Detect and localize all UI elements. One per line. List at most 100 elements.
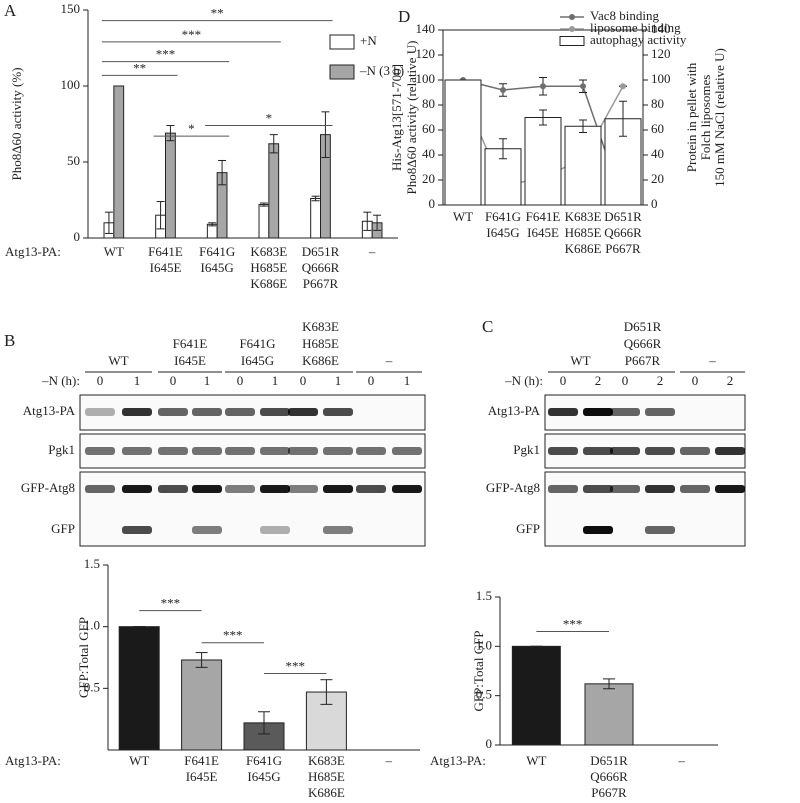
lane-group-label: I645E [174, 353, 206, 368]
x-tick-label: K686E [250, 276, 287, 291]
x-tick-label: K683E [308, 753, 345, 768]
lane-group-label: – [708, 353, 716, 368]
blot-row-label: Atg13-PA [23, 403, 76, 418]
y-tick-label: 80 [422, 96, 435, 111]
band [392, 447, 422, 455]
lane-group-label: H685E [302, 336, 339, 351]
band [158, 485, 188, 493]
lane-group-label: K686E [302, 353, 339, 368]
y2-tick-label: 80 [651, 96, 664, 111]
time-value: 1 [204, 373, 211, 388]
time-value: 0 [97, 373, 104, 388]
panel-label: D [398, 7, 410, 26]
x-tick-label: H685E [308, 769, 345, 784]
y-tick-label: 100 [61, 77, 81, 92]
band [645, 447, 675, 455]
time-value: 1 [335, 373, 342, 388]
band [323, 485, 353, 493]
y2-tick-label: 40 [651, 146, 664, 161]
significance-label: *** [285, 659, 305, 674]
x-tick-label: I645E [150, 260, 182, 275]
time-value: 1 [404, 373, 411, 388]
band [548, 408, 578, 416]
blot-row-label: Pgk1 [513, 442, 540, 457]
x-tick-label: – [368, 244, 376, 259]
y2-tick-label: 20 [651, 171, 664, 186]
x-axis-label: Atg13-PA: [5, 753, 61, 768]
significance-label: * [188, 121, 195, 136]
lane-group-label: F641G [239, 336, 275, 351]
bar [584, 683, 634, 746]
time-value: 2 [595, 373, 602, 388]
lane-group-label: WT [570, 353, 590, 368]
x-tick-label: K683E [565, 209, 602, 224]
y-tick-label: 60 [422, 121, 435, 136]
y-axis-label: Pho8Δ60 activity (%) [9, 67, 24, 180]
bar [113, 85, 125, 239]
legend-label: liposome binding [590, 20, 681, 35]
bar [268, 143, 280, 239]
x-tick-label: F641G [199, 244, 235, 259]
y-tick-label: 100 [416, 71, 436, 86]
x-tick-label: – [385, 753, 393, 768]
legend-swatch [329, 64, 355, 80]
band [715, 447, 745, 455]
band [583, 447, 613, 455]
band [122, 408, 152, 416]
y2-tick-label: 0 [651, 196, 658, 211]
y2-tick-label: 120 [651, 46, 671, 61]
band [260, 447, 290, 455]
panel-label: B [4, 331, 15, 350]
legend-label: autophagy activity [590, 32, 687, 47]
band [645, 526, 675, 534]
x-tick-label: D651R [302, 244, 340, 259]
bar [511, 645, 561, 746]
y-tick-label: 0.5 [476, 687, 492, 702]
x-tick-label: K686E [308, 785, 345, 800]
legend-label: Vac8 binding [590, 8, 659, 23]
band [548, 485, 578, 493]
x-tick-label: WT [453, 209, 473, 224]
band [645, 408, 675, 416]
band [192, 408, 222, 416]
band [85, 408, 115, 416]
x-tick-label: D651R [604, 209, 642, 224]
x-tick-label: F641G [246, 753, 282, 768]
x-tick-label: P667R [591, 785, 627, 800]
significance-label: * [266, 111, 273, 126]
time-value: 0 [300, 373, 307, 388]
bar [310, 197, 321, 239]
y-axis-label: GFP:Total GFP [471, 630, 486, 711]
x-axis-label: Atg13-PA: [5, 244, 61, 259]
legend-swatch [559, 36, 585, 46]
band [645, 485, 675, 493]
significance-label: *** [156, 47, 176, 62]
band [260, 526, 290, 534]
y-tick-label: 20 [422, 171, 435, 186]
blot-row-label: GFP-Atg8 [21, 480, 75, 495]
x-axis-label: Atg13-PA: [430, 753, 486, 768]
band [260, 485, 290, 493]
bar [165, 132, 176, 239]
blot-frame [544, 471, 746, 547]
band [192, 485, 222, 493]
legend-marker [569, 14, 575, 20]
lane-group-label: Q666R [624, 336, 662, 351]
panel-label: C [482, 317, 493, 336]
significance-label: ** [211, 6, 224, 21]
x-tick-label: K683E [250, 244, 287, 259]
band [610, 447, 640, 455]
significance-label: ** [133, 60, 146, 75]
y-tick-label: 1.0 [84, 618, 100, 633]
panel-label: A [4, 1, 17, 20]
marker [500, 87, 506, 93]
blot-row-label: GFP-Atg8 [486, 480, 540, 495]
time-value: 0 [560, 373, 567, 388]
time-value: 0 [622, 373, 629, 388]
x-tick-label: K686E [565, 241, 602, 256]
y2-axis-label: 150 mM NaCl (relative U) [712, 48, 727, 187]
x-tick-label: I645G [247, 769, 280, 784]
time-value: 2 [657, 373, 664, 388]
bar [181, 659, 223, 751]
x-tick-label: D651R [590, 753, 628, 768]
